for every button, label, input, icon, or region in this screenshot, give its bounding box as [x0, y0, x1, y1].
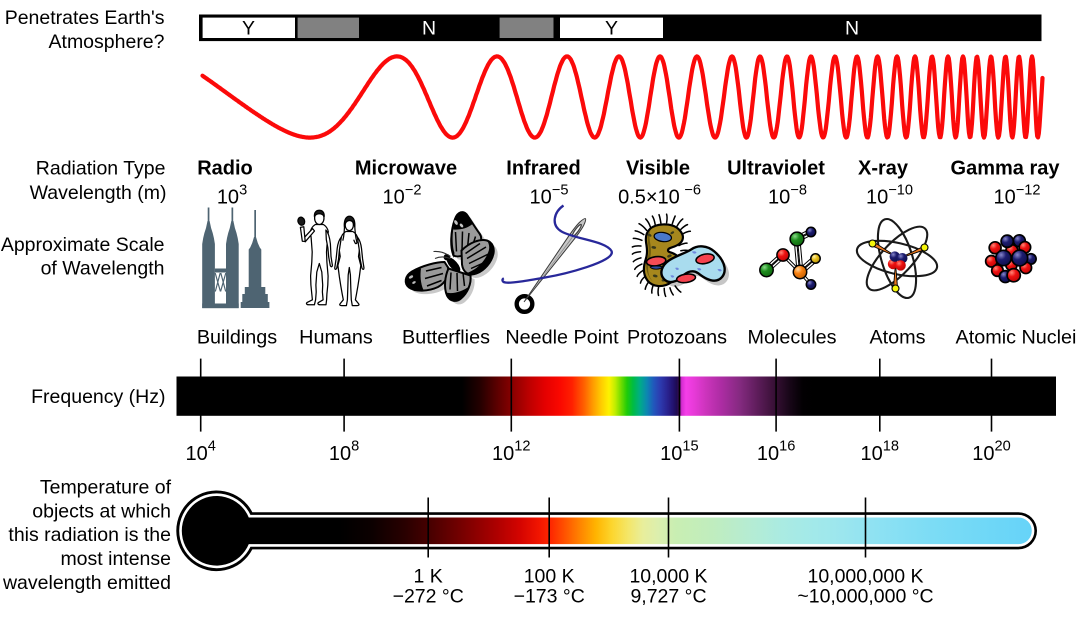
svg-text:Humans: Humans	[299, 327, 373, 349]
svg-text:Temperature of: Temperature of	[40, 477, 172, 499]
svg-text:10−10: 10−10	[866, 182, 913, 208]
svg-text:Radio: Radio	[197, 158, 253, 180]
svg-text:10−12: 10−12	[993, 182, 1040, 208]
svg-text:1020: 1020	[972, 439, 1010, 465]
svg-text:Infrared: Infrared	[506, 158, 580, 180]
svg-text:10,000,000 K: 10,000,000 K	[807, 566, 923, 588]
svg-text:Buildings: Buildings	[197, 327, 277, 349]
svg-text:Microwave: Microwave	[355, 158, 457, 180]
svg-text:10,000 K: 10,000 K	[629, 566, 707, 588]
svg-text:1 K: 1 K	[414, 566, 443, 588]
svg-text:103: 103	[217, 182, 247, 208]
svg-text:Y: Y	[242, 18, 255, 40]
svg-text:1015: 1015	[660, 439, 698, 465]
svg-text:Visible: Visible	[626, 158, 690, 180]
svg-text:most intense: most intense	[60, 548, 171, 570]
svg-text:100 K: 100 K	[524, 566, 575, 588]
svg-text:10−2: 10−2	[383, 182, 422, 208]
svg-text:108: 108	[329, 439, 359, 465]
svg-text:Radiation Type: Radiation Type	[36, 158, 166, 180]
svg-text:Y: Y	[605, 18, 618, 40]
svg-text:104: 104	[186, 439, 216, 465]
svg-text:X-ray: X-ray	[858, 158, 909, 180]
svg-text:Atomic Nuclei: Atomic Nuclei	[956, 327, 1077, 349]
svg-text:0.5×10−6: 0.5×10 −6	[618, 182, 701, 208]
svg-text:Needle Point: Needle Point	[505, 327, 619, 349]
svg-text:1016: 1016	[757, 439, 795, 465]
svg-text:Penetrates Earth's: Penetrates Earth's	[5, 7, 165, 29]
svg-text:Frequency (Hz): Frequency (Hz)	[31, 386, 165, 408]
svg-text:10−5: 10−5	[530, 182, 569, 208]
svg-text:Atoms: Atoms	[869, 327, 925, 349]
svg-text:−272 °C: −272 °C	[393, 586, 464, 608]
svg-text:Atmosphere?: Atmosphere?	[49, 31, 165, 53]
svg-text:N: N	[422, 18, 436, 40]
svg-text:Butterflies: Butterflies	[402, 327, 490, 349]
svg-text:wavelength emitted: wavelength emitted	[2, 572, 171, 594]
svg-text:1012: 1012	[492, 439, 530, 465]
svg-text:10−8: 10−8	[768, 182, 807, 208]
svg-text:this radiation is the: this radiation is the	[8, 524, 171, 546]
svg-text:of Wavelength: of Wavelength	[41, 258, 165, 280]
svg-text:objects at which: objects at which	[32, 500, 171, 522]
svg-text:Approximate Scale: Approximate Scale	[1, 234, 165, 256]
svg-text:Wavelength (m): Wavelength (m)	[30, 182, 167, 204]
svg-text:Ultraviolet: Ultraviolet	[727, 158, 825, 180]
svg-text:9,727 °C: 9,727 °C	[630, 586, 706, 608]
svg-text:Protozoans: Protozoans	[627, 327, 727, 349]
svg-text:−173 °C: −173 °C	[514, 586, 585, 608]
svg-text:Molecules: Molecules	[747, 327, 836, 349]
svg-text:1018: 1018	[861, 439, 899, 465]
svg-text:~10,000,000 °C: ~10,000,000 °C	[797, 586, 933, 608]
svg-text:N: N	[845, 18, 859, 40]
svg-text:Gamma ray: Gamma ray	[951, 158, 1061, 180]
